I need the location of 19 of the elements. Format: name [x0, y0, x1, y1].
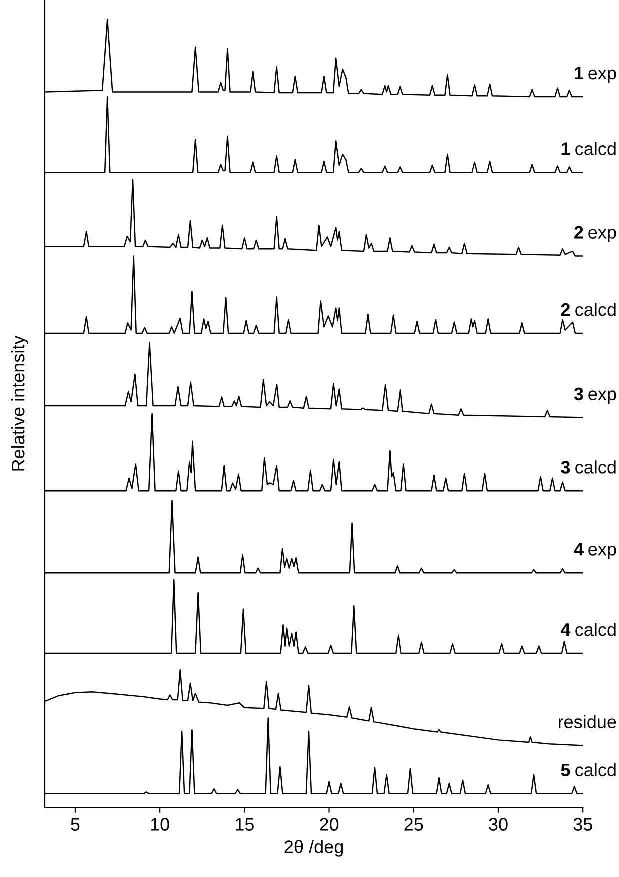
x-tick-label: 5: [71, 818, 80, 831]
x-tick-label: 35: [574, 818, 592, 831]
x-tick-label: 25: [404, 818, 424, 831]
series-label: 3 exp: [574, 388, 616, 404]
series-label: 1 calcd: [562, 142, 616, 156]
x-tick-label: 30: [489, 818, 508, 831]
series-label: 3 calcd: [561, 460, 616, 474]
series-label: 2 exp: [574, 226, 616, 243]
x-tick-label: 15: [236, 818, 254, 831]
series-label: 4 exp: [574, 543, 616, 560]
x-tick-label: 20: [320, 818, 339, 831]
x-tick-label: 10: [151, 818, 170, 831]
series-label: 2 calcd: [561, 302, 616, 316]
series-label: 5 calcd: [561, 763, 616, 777]
series-label: residue: [558, 715, 616, 728]
series-label: 4 calcd: [560, 622, 616, 636]
y-axis-title: Relative intensity: [12, 336, 28, 471]
series-label: 1 exp: [575, 67, 616, 84]
x-axis-title: 2θ /deg: [284, 840, 344, 857]
